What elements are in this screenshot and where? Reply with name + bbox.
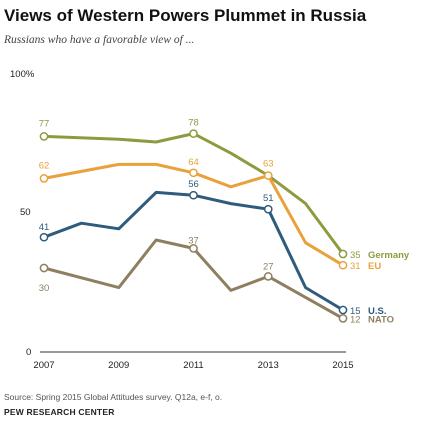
- point-marker-nato-2007: [39, 263, 49, 273]
- point-marker-nato-2013: [263, 272, 273, 281]
- data-label-germany-2015: 35: [350, 250, 361, 261]
- point-marker-us-2011: [189, 190, 198, 200]
- data-label-eu-2011: 64: [188, 157, 199, 168]
- data-label-germany-2007: 77: [39, 118, 50, 129]
- x-tick-label-2013: 2013: [258, 360, 279, 371]
- data-label-us-2015: 15: [350, 306, 361, 317]
- x-tick-label-2007: 2007: [33, 360, 54, 371]
- series-label-eu: EU: [368, 261, 381, 272]
- data-label-nato-2015: 12: [350, 314, 361, 325]
- x-tick-label-2015: 2015: [332, 360, 353, 371]
- data-label-nato-2013: 27: [263, 261, 274, 272]
- data-label-germany-2011: 78: [188, 118, 199, 129]
- point-marker-germany-2011: [189, 129, 198, 138]
- y-tick-label-50: 50: [20, 207, 31, 218]
- point-marker-eu-2007: [39, 174, 49, 183]
- x-tick-label-2009: 2009: [108, 360, 129, 371]
- data-label-us-2013: 51: [263, 193, 274, 204]
- point-marker-us-2013: [263, 204, 273, 214]
- point-marker-eu-2015: [338, 260, 348, 270]
- point-marker-us-2007: [39, 232, 49, 242]
- point-marker-germany-2015: [338, 249, 348, 259]
- x-tick-label-2011: 2011: [183, 360, 203, 371]
- series-label-us: U.S.: [368, 306, 386, 317]
- data-label-us-2007: 41: [39, 222, 50, 233]
- series-line-germany: [42, 132, 345, 256]
- y-tick-label-0: 0: [26, 347, 31, 358]
- series-label-nato: NATO: [368, 314, 394, 325]
- data-label-eu-2013: 63: [263, 159, 274, 170]
- series-line-eu: [42, 162, 345, 267]
- data-label-us-2011: 56: [188, 179, 199, 190]
- point-marker-us-2015: [338, 305, 348, 315]
- point-marker-nato-2015: [338, 314, 348, 323]
- point-marker-nato-2011: [189, 244, 198, 253]
- point-marker-eu-2011: [189, 168, 198, 178]
- point-marker-eu-2013: [263, 171, 273, 180]
- data-label-eu-2015: 31: [350, 261, 361, 272]
- chart-title: Views of Western Powers Plummet in Russi…: [4, 6, 367, 25]
- y-tick-label-100pct: 100%: [10, 69, 35, 80]
- source-note: Source: Spring 2015 Global Attitudes sur…: [4, 392, 223, 402]
- data-label-eu-2007: 62: [39, 160, 50, 171]
- data-label-nato-2011: 37: [188, 235, 199, 246]
- data-label-nato-2007: 30: [39, 283, 50, 294]
- credit-line: PEW RESEARCH CENTER: [4, 407, 115, 417]
- point-marker-germany-2007: [39, 132, 49, 141]
- series-label-germany: Germany: [368, 250, 410, 261]
- chart-subtitle: Russians who have a favorable view of ..…: [4, 34, 195, 46]
